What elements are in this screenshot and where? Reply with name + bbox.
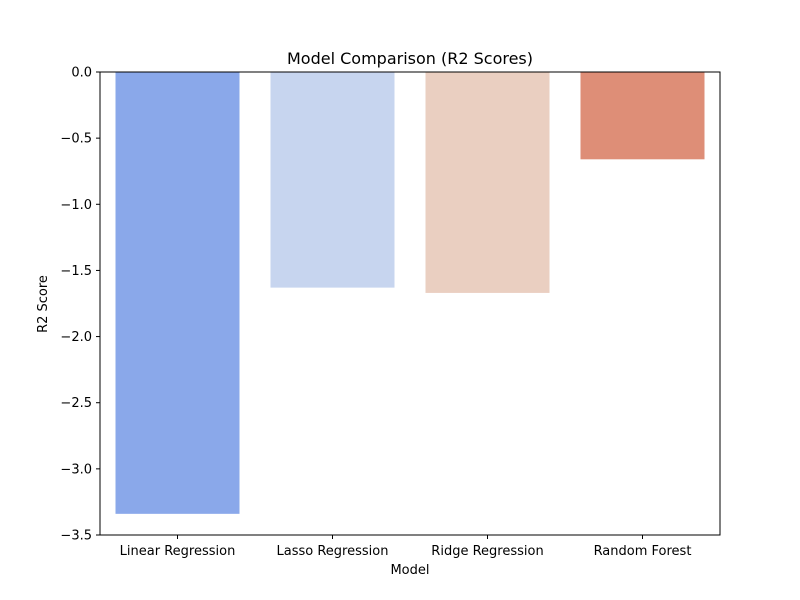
y-tick-label: −2.5 [60,396,92,411]
y-tick-label: −1.0 [60,198,92,213]
bars-group [115,72,705,514]
y-axis-label: R2 Score [36,275,51,333]
chart-title: Model Comparison (R2 Scores) [287,49,533,68]
x-axis-label: Model [390,563,429,578]
bar-lasso-regression [270,72,395,288]
x-tick-label: Linear Regression [120,544,236,559]
x-tick-label: Ridge Regression [431,544,543,559]
y-tick-label: −1.5 [60,264,92,279]
plot-frame [99,71,721,536]
y-axis: 0.0 −0.5 −1.0 −1.5 −2.0 −2.5 −3.0 −3.5 [60,66,100,544]
y-tick-label: −2.0 [60,330,92,345]
y-tick-label: −3.5 [60,529,92,544]
x-tick-label: Lasso Regression [277,544,389,559]
y-tick-label: 0.0 [71,66,92,81]
x-tick-label: Random Forest [594,544,692,559]
y-tick-label: −3.0 [60,462,92,477]
bar-ridge-regression [425,72,550,293]
x-axis: Linear Regression Lasso Regression Ridge R… [120,535,692,559]
bar-random-forest [580,72,705,160]
bar-linear-regression [115,72,240,514]
y-tick-label: −0.5 [60,132,92,147]
